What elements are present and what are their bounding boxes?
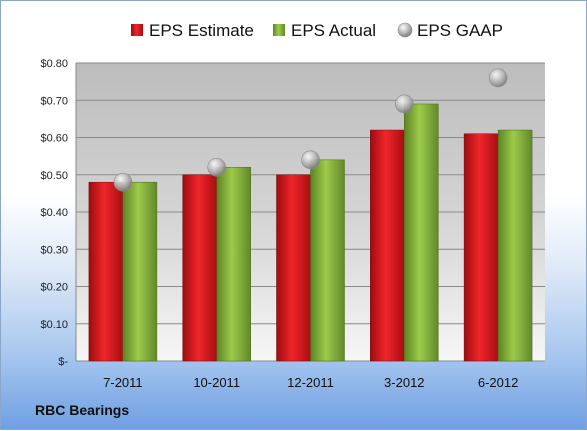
y-axis: $- $0.10 $0.20 $0.30 $0.40 $0.50 $0.60 $0.70 $0.… [40,58,77,368]
bar-eps-estimate [88,181,124,362]
y-tick-label: $0.40 [40,207,68,219]
x-axis: 7-2011 10-2011 12-2011 3-2012 6-2012 [103,375,518,390]
legend-marker-eps-gaap [397,22,413,38]
y-tick-label: $0.70 [40,95,68,107]
bar-eps-actual [404,103,439,362]
y-tick-label: $0.60 [40,133,68,145]
legend-marker-eps-actual [273,24,285,36]
bar-eps-actual [497,129,533,362]
legend-marker-eps-estimate [131,24,143,36]
point-eps-gaap [488,68,508,88]
x-tick-label: 10-2011 [193,375,240,390]
bar-eps-estimate [276,174,311,362]
bars [88,103,533,362]
bar-eps-actual [310,159,345,362]
y-tick-label: $0.80 [40,58,68,70]
legend: EPS Estimate EPS Actual EPS GAAP [131,21,503,40]
y-tick-label: $0.20 [40,282,68,294]
legend-label: EPS Actual [291,21,376,40]
bar-eps-estimate [182,174,217,362]
bar-eps-actual [122,181,158,362]
y-tick-label: $0.50 [40,170,68,182]
point-eps-gaap [207,158,226,177]
legend-label: EPS GAAP [417,21,503,40]
legend-label: EPS Estimate [149,21,254,40]
x-tick-label: 12-2011 [287,375,334,390]
company-name: RBC Bearings [35,402,130,418]
x-tick-label: 6-2012 [478,375,518,390]
bar-eps-actual [216,167,251,362]
point-eps-gaap [394,94,414,114]
x-tick-label: 3-2012 [384,375,424,390]
y-tick-label: $0.10 [40,319,68,331]
point-eps-gaap [301,150,320,170]
y-tick-label: $0.30 [40,244,68,256]
bar-eps-estimate [370,129,405,362]
point-eps-gaap [113,172,133,192]
bar-eps-estimate [463,133,499,362]
gaap-points [113,68,508,192]
y-tick-label: $- [58,356,68,368]
x-tick-label: 7-2011 [103,375,143,390]
